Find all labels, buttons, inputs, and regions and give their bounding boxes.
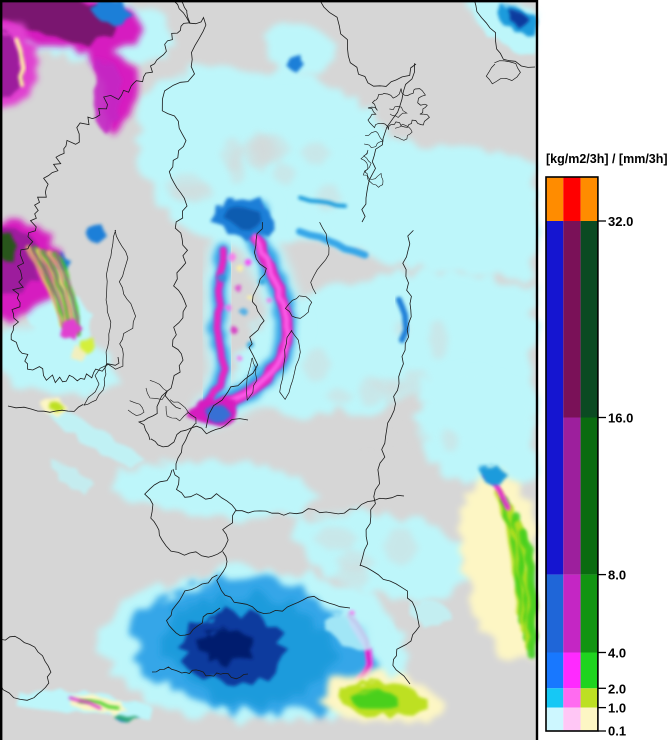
svg-text:32.0: 32.0	[608, 214, 633, 229]
svg-text:0.1: 0.1	[608, 724, 626, 739]
svg-text:16.0: 16.0	[608, 411, 633, 426]
svg-text:[kg/m2/3h] / [mm/3h]: [kg/m2/3h] / [mm/3h]	[546, 152, 668, 166]
svg-text:8.0: 8.0	[608, 568, 626, 583]
svg-text:4.0: 4.0	[608, 646, 626, 661]
svg-text:2.0: 2.0	[608, 681, 626, 696]
svg-text:1.0: 1.0	[608, 701, 626, 716]
